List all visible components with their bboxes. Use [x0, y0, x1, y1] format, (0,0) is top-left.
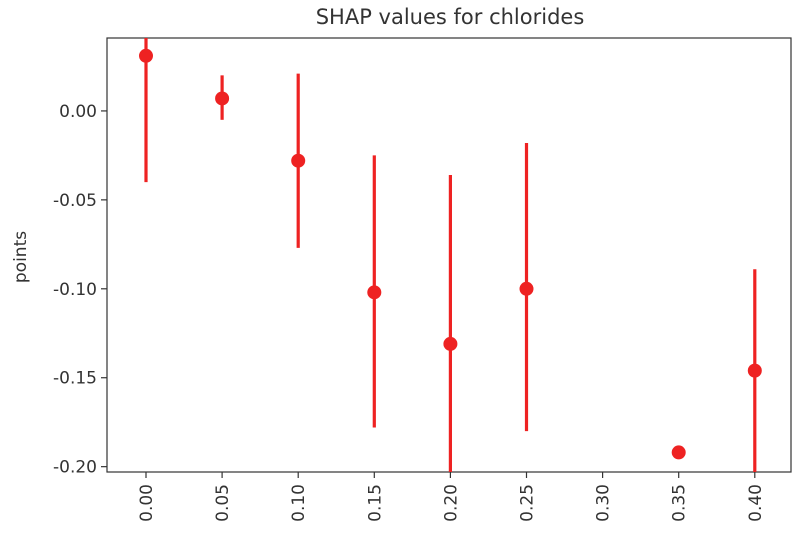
data-point [443, 336, 458, 351]
data-point [519, 281, 534, 296]
y-axis: 0.00 -0.05 -0.10 -0.15 -0.20 [53, 102, 107, 478]
x-tick-label: 0.20 [441, 484, 461, 522]
y-axis-label: points [11, 231, 31, 283]
y-tick-label: -0.05 [53, 191, 97, 211]
data-point [215, 91, 230, 106]
y-tick-label: -0.15 [53, 369, 97, 389]
x-tick-label: 0.30 [594, 484, 614, 522]
chart-title: SHAP values for chlorides [316, 5, 585, 29]
x-tick-label: 0.05 [213, 484, 233, 522]
x-tick-label: 0.35 [670, 484, 690, 522]
data-point [139, 48, 153, 63]
series [139, 38, 762, 472]
y-tick-label: -0.10 [53, 280, 97, 300]
data-point [367, 285, 382, 300]
x-tick-label: 0.00 [137, 484, 157, 522]
x-tick-label: 0.15 [365, 484, 385, 522]
x-axis: 0.00 0.05 0.10 0.15 0.20 0.25 0.30 0.35 0.40 [137, 472, 766, 522]
x-tick-label: 0.25 [518, 484, 538, 522]
x-tick-label: 0.40 [746, 484, 766, 522]
y-tick-label: 0.00 [59, 102, 97, 122]
data-point [747, 363, 762, 378]
x-tick-label: 0.10 [289, 484, 309, 522]
data-point [671, 445, 686, 460]
data-point [291, 153, 306, 168]
y-tick-label: -0.20 [53, 458, 97, 478]
